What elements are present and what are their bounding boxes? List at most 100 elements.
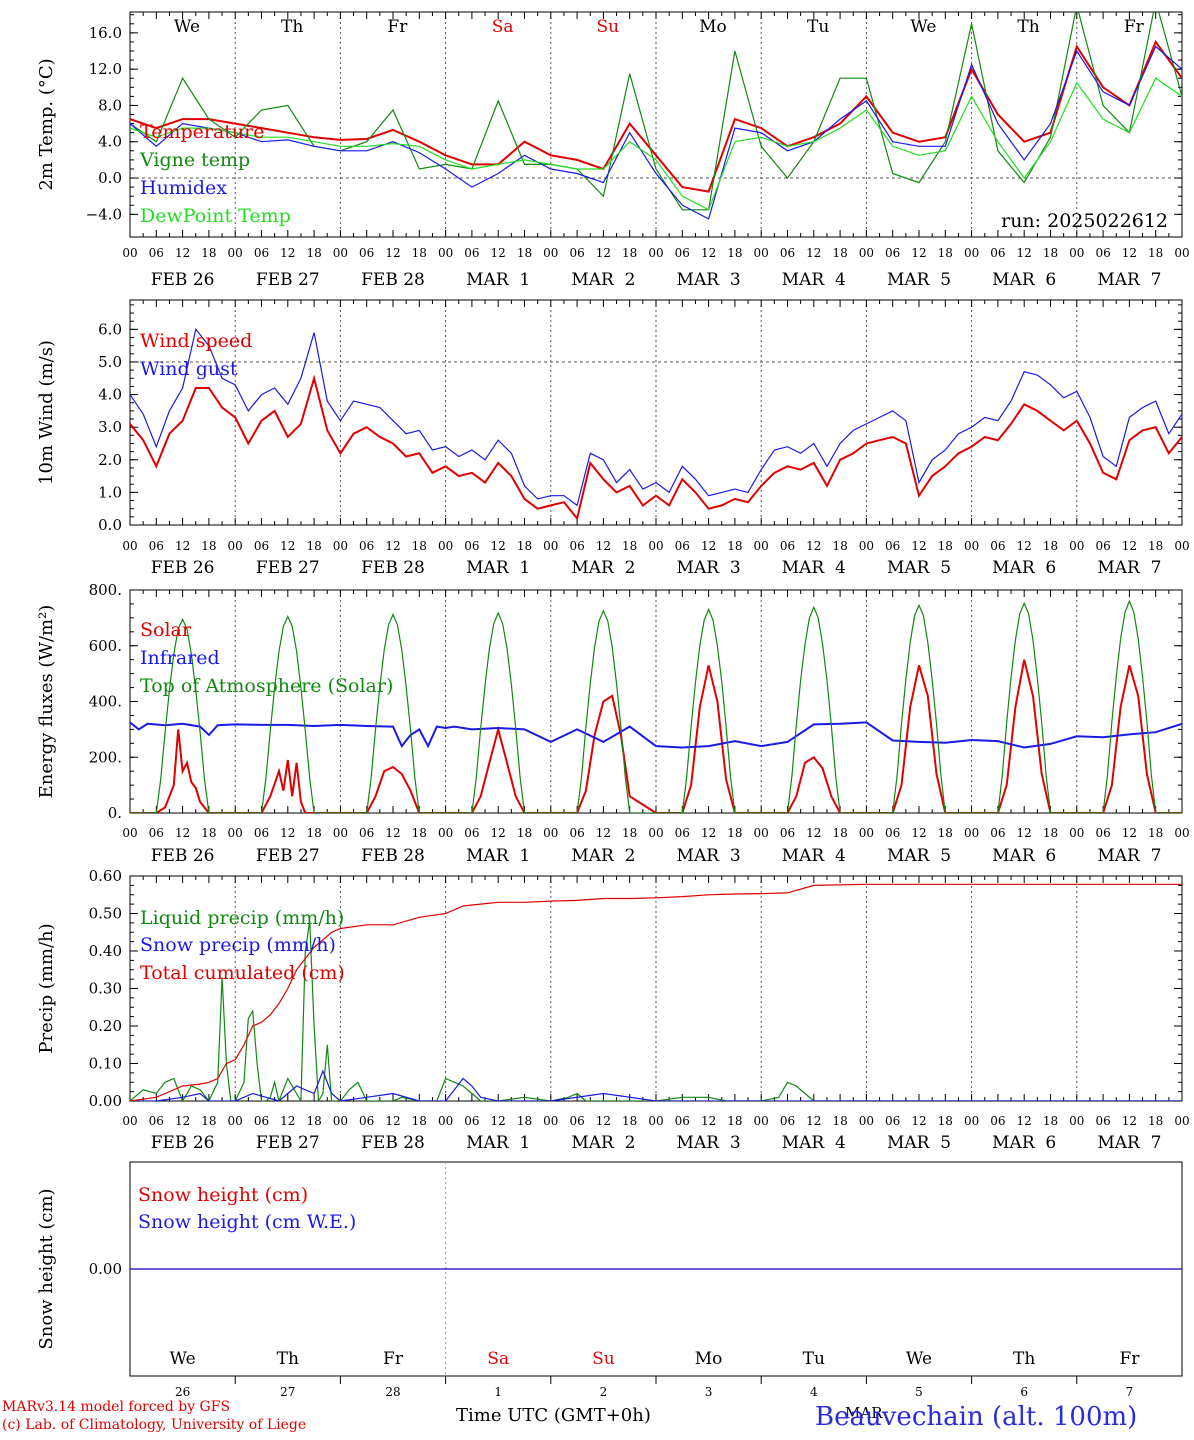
y-tick-label: 16.0: [89, 24, 122, 42]
hour-label: 06: [254, 1114, 269, 1128]
hour-label: 00: [648, 246, 663, 260]
date-label: MAR 4: [782, 558, 846, 578]
hour-label: 00: [543, 539, 558, 553]
date-label: MAR 3: [677, 558, 741, 578]
day-label: Su: [592, 1349, 615, 1369]
y-axis-label: 10m Wind (m/s): [36, 340, 57, 485]
hour-label: 12: [911, 246, 926, 260]
y-tick-label: 600.: [89, 637, 122, 655]
hour-label: 06: [359, 539, 374, 553]
hour-label: 06: [464, 539, 479, 553]
day-number: 5: [915, 1385, 923, 1399]
hour-label: 18: [412, 246, 427, 260]
hour-label: 12: [175, 246, 190, 260]
hour-label: 12: [806, 826, 821, 840]
y-tick-label: 4.0: [98, 133, 122, 151]
hour-label: 06: [1095, 1114, 1110, 1128]
y-axis-label: 2m Temp. (°C): [36, 58, 57, 190]
date-label: FEB 26: [151, 270, 215, 290]
series-line-temperature: [130, 39, 1182, 193]
date-label: MAR 4: [782, 1133, 846, 1153]
date-label: FEB 27: [256, 846, 320, 866]
hour-label: 00: [1174, 826, 1189, 840]
hour-label: 06: [569, 539, 584, 553]
hour-label: 00: [438, 1114, 453, 1128]
hour-label: 06: [569, 826, 584, 840]
hour-label: 00: [543, 246, 558, 260]
hour-label: 06: [569, 246, 584, 260]
legend-entry: Wind gust: [140, 358, 238, 380]
hour-label: 18: [832, 246, 847, 260]
day-label: Mo: [699, 17, 727, 37]
hour-label: 00: [964, 1114, 979, 1128]
hour-label: 18: [622, 246, 637, 260]
series-line-wind-gust: [130, 327, 1182, 507]
day-number: 4: [810, 1385, 818, 1399]
day-label: Sa: [487, 1349, 509, 1369]
hour-label: 06: [149, 539, 164, 553]
hour-label: 18: [1043, 539, 1058, 553]
hour-label: 12: [385, 1114, 400, 1128]
day-label: We: [906, 1349, 932, 1369]
hour-label: 18: [1148, 246, 1163, 260]
y-tick-label: 0.0: [98, 169, 122, 187]
date-label: FEB 26: [151, 558, 215, 578]
hour-label: 06: [464, 1114, 479, 1128]
hour-label: 06: [675, 246, 690, 260]
date-label: MAR 7: [1097, 558, 1161, 578]
hour-label: 18: [201, 826, 216, 840]
hour-label: 00: [964, 539, 979, 553]
day-label: We: [174, 17, 200, 37]
y-tick-label: 1.0: [98, 483, 122, 501]
hour-label: 00: [1174, 246, 1189, 260]
legend-entry: Infrared: [140, 647, 220, 669]
hour-label: 00: [543, 826, 558, 840]
hour-label: 12: [701, 246, 716, 260]
hour-label: 18: [201, 246, 216, 260]
hour-label: 18: [201, 539, 216, 553]
y-tick-label: 0.40: [89, 942, 122, 960]
lab-line: (c) Lab. of Climatology, University of L…: [2, 1417, 307, 1433]
legend-entry: Snow height (cm W.E.): [138, 1211, 356, 1233]
legend-entry: Liquid precip (mm/h): [140, 907, 344, 929]
hour-label: 00: [859, 539, 874, 553]
hour-label: 00: [1174, 539, 1189, 553]
legend-entry: Snow height (cm): [138, 1184, 308, 1206]
date-label: MAR 6: [992, 846, 1056, 866]
run-label: run: 2025022612: [1001, 210, 1168, 232]
hour-label: 00: [228, 246, 243, 260]
hour-label: 18: [517, 246, 532, 260]
hour-label: 06: [254, 246, 269, 260]
date-label: MAR 6: [992, 270, 1056, 290]
hour-label: 00: [859, 826, 874, 840]
date-label: FEB 28: [361, 846, 425, 866]
hour-label: 06: [675, 826, 690, 840]
hour-label: 18: [622, 1114, 637, 1128]
y-axis-label: Snow height (cm): [36, 1188, 57, 1349]
day-number: 27: [280, 1385, 295, 1399]
hour-label: 06: [464, 826, 479, 840]
hour-label: 18: [412, 539, 427, 553]
day-label: Th: [277, 1349, 299, 1369]
hour-label: 18: [306, 539, 321, 553]
day-label: Fr: [383, 1349, 404, 1369]
legend-entry: Temperature: [140, 121, 264, 143]
day-label: Th: [1013, 1349, 1035, 1369]
date-label: MAR 4: [782, 270, 846, 290]
hour-label: 12: [491, 826, 506, 840]
y-tick-label: −4.0: [86, 205, 122, 223]
day-label: Fr: [1119, 1349, 1140, 1369]
hour-label: 12: [701, 1114, 716, 1128]
hour-label: 00: [438, 826, 453, 840]
hour-label: 18: [306, 826, 321, 840]
hour-label: 00: [648, 539, 663, 553]
date-label: MAR 3: [677, 270, 741, 290]
series-line-dewpoint-temp: [130, 77, 1182, 211]
legend-entry: DewPoint Temp: [140, 205, 291, 227]
hour-label: 00: [648, 1114, 663, 1128]
y-tick-label: 0.60: [89, 867, 122, 885]
hour-label: 18: [1043, 1114, 1058, 1128]
hour-label: 18: [306, 1114, 321, 1128]
hour-label: 12: [175, 1114, 190, 1128]
date-label: MAR 3: [677, 1133, 741, 1153]
